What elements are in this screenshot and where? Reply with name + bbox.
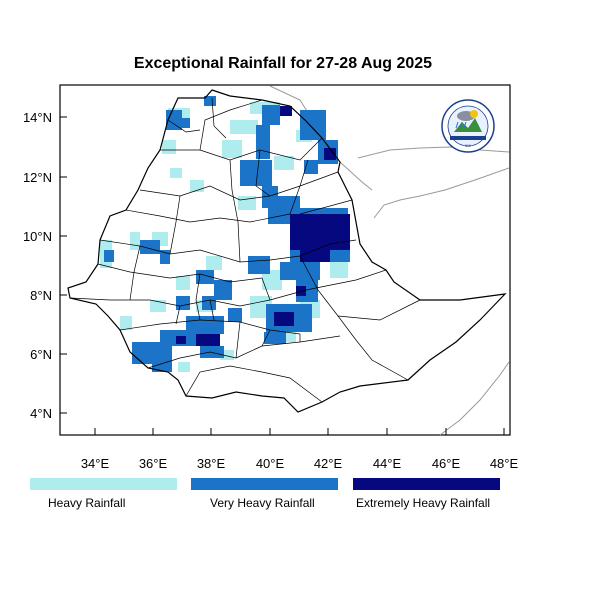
y-tick-label: 12°N bbox=[23, 170, 52, 185]
x-tick-label: 44°E bbox=[373, 456, 402, 471]
legend-label-heavy: Heavy Rainfall bbox=[48, 496, 126, 510]
x-tick-label: 38°E bbox=[197, 456, 226, 471]
extremely-heavy-rainfall-cells bbox=[176, 106, 350, 346]
legend-label-very-heavy: Very Heavy Rainfall bbox=[210, 496, 315, 510]
legend-swatch-heavy bbox=[30, 478, 177, 490]
y-tick-labels: 14°N 12°N 10°N 8°N 6°N 4°N bbox=[23, 110, 52, 421]
map-title: Exceptional Rainfall for 27-28 Aug 2025 bbox=[133, 55, 433, 72]
y-tick-label: 8°N bbox=[30, 288, 52, 303]
x-tick-label: 48°E bbox=[490, 456, 519, 471]
x-tick-label: 42°E bbox=[314, 456, 343, 471]
map-frame bbox=[59, 84, 511, 436]
x-tick-label: 40°E bbox=[256, 456, 285, 471]
very-heavy-rainfall-cells bbox=[104, 96, 350, 372]
axis-ticks bbox=[60, 116, 505, 435]
legend-swatch-very-heavy bbox=[191, 478, 338, 490]
region-borders bbox=[69, 97, 421, 403]
y-tick-label: 14°N bbox=[23, 110, 52, 125]
logo-text: NMI bbox=[465, 144, 471, 148]
x-tick-labels: 34°E 36°E 38°E 40°E 42°E 44°E 46°E 48°E bbox=[81, 456, 519, 471]
legend-swatch-extremely-heavy bbox=[353, 478, 500, 490]
x-tick-label: 34°E bbox=[81, 456, 110, 471]
x-tick-label: 36°E bbox=[139, 456, 168, 471]
rainfall-cells bbox=[100, 96, 350, 372]
y-tick-label: 4°N bbox=[30, 406, 52, 421]
ethiopia-boundary bbox=[67, 89, 507, 413]
y-tick-label: 6°N bbox=[30, 347, 52, 362]
legend-label-extremely-heavy: Extremely Heavy Rainfall bbox=[356, 496, 491, 510]
x-tick-label: 46°E bbox=[432, 456, 461, 471]
y-tick-label: 10°N bbox=[23, 229, 52, 244]
nmi-logo: NMI bbox=[441, 99, 495, 153]
